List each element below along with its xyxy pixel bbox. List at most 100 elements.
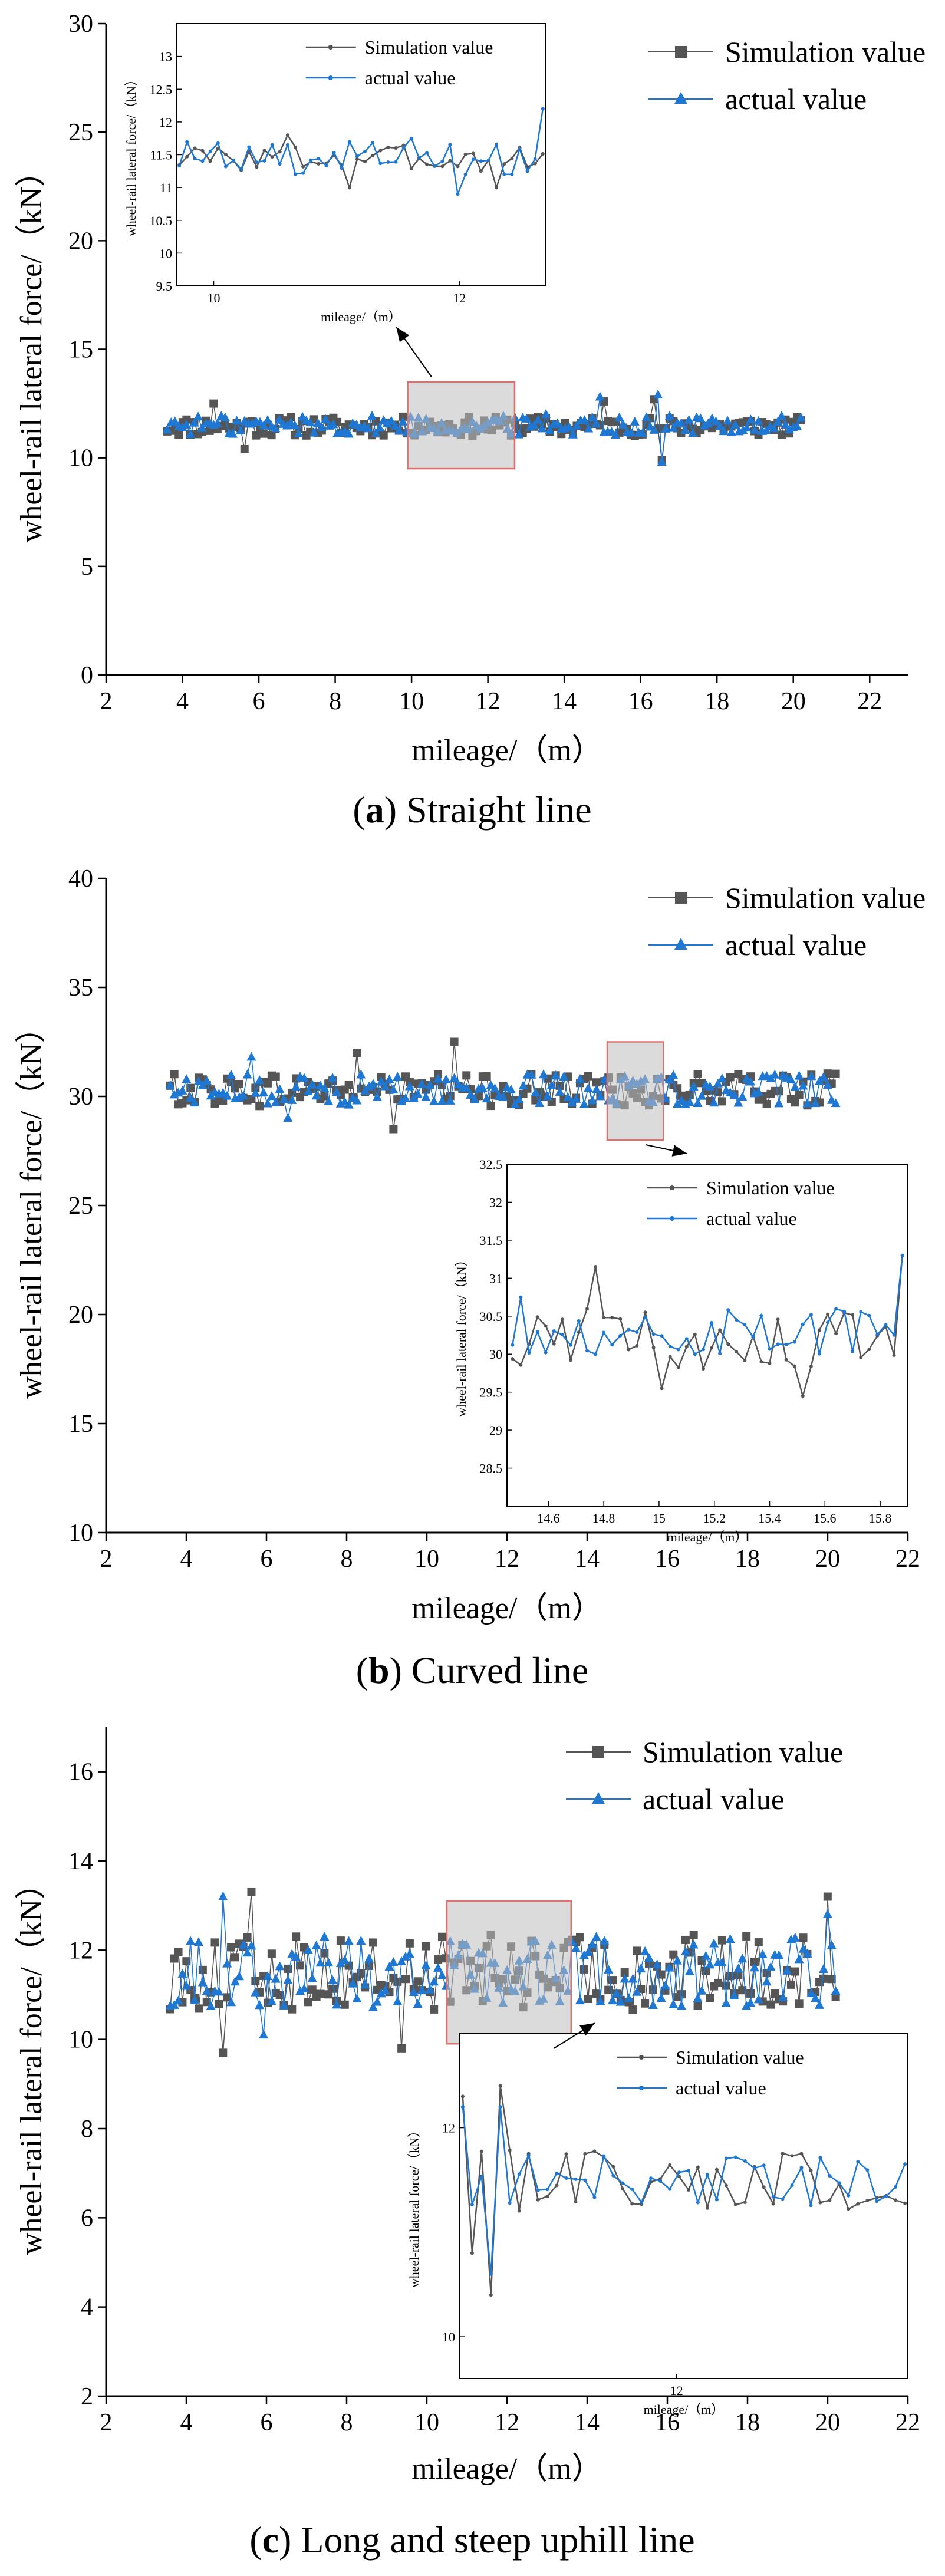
inset-data-point	[618, 1317, 623, 1321]
inset-data-point	[498, 2084, 502, 2088]
inset-y-tick-label: 30	[489, 1347, 502, 1362]
data-point	[174, 430, 183, 439]
data-point	[792, 421, 802, 430]
data-point	[372, 1092, 382, 1101]
data-point	[719, 426, 729, 435]
data-point	[279, 1094, 289, 1103]
data-point	[664, 1075, 674, 1084]
y-tick-label: 2	[81, 2383, 93, 2410]
inset-legend-label: actual value	[676, 2077, 766, 2099]
inset-data-point	[519, 1295, 523, 1299]
data-point	[227, 1943, 236, 1952]
x-tick-label: 8	[329, 688, 341, 715]
data-point	[271, 1097, 281, 1106]
data-point	[304, 1998, 312, 2007]
inset-x-tick-label: 14.8	[592, 1511, 615, 1526]
inset-data-point	[818, 2201, 822, 2205]
data-point	[726, 1073, 735, 1082]
inset-data-point	[611, 2165, 615, 2169]
data-point	[356, 1069, 366, 1079]
data-point	[397, 2044, 406, 2053]
data-point	[618, 419, 628, 429]
data-point	[786, 1074, 796, 1083]
inset-data-point	[378, 149, 383, 153]
inset-data-point	[867, 1348, 871, 1352]
data-point	[568, 429, 578, 439]
data-point	[202, 1075, 212, 1085]
x-axis-label: mileage/（m）	[411, 734, 602, 767]
data-point	[664, 410, 674, 420]
data-point	[202, 1986, 212, 1995]
inset-data-point	[859, 1355, 863, 1359]
inset-data-point	[651, 1332, 656, 1336]
inset-data-point	[541, 107, 545, 111]
inset-data-point	[705, 2206, 709, 2210]
inset-data-point	[535, 1315, 539, 1319]
data-point	[255, 1102, 264, 1111]
data-point	[401, 1975, 410, 1984]
zoom-box	[606, 1041, 664, 1141]
data-point	[818, 1964, 828, 1974]
inset-data-point	[696, 2165, 700, 2169]
inset-y-tick-label: 11	[160, 180, 172, 195]
data-point	[664, 1962, 674, 1972]
y-tick-label: 14	[68, 1848, 93, 1875]
data-point	[324, 1958, 334, 1967]
inset-x-tick-label: 15.2	[703, 1511, 726, 1526]
inset-x-tick-label: 10	[208, 291, 220, 305]
data-point	[430, 2005, 439, 2014]
inset-data-point	[394, 160, 398, 164]
data-point	[282, 420, 292, 430]
x-axis-label: mileage/（m）	[411, 2452, 602, 2486]
data-point	[296, 1961, 305, 1970]
inset-data-point	[894, 2198, 898, 2202]
inset-data-point	[510, 156, 514, 160]
inset-data-point	[185, 154, 189, 159]
inset-data-point	[355, 157, 359, 161]
inset-x-axis-label: mileage/（m）	[644, 2402, 725, 2417]
data-point	[321, 414, 331, 423]
data-point	[831, 1992, 840, 2001]
data-point	[222, 1958, 232, 1968]
data-point	[726, 427, 736, 436]
data-point	[649, 424, 659, 434]
inset-data-point	[564, 2152, 568, 2156]
inset-data-point	[592, 2195, 597, 2199]
data-point	[637, 428, 647, 437]
data-point	[676, 418, 686, 427]
data-point	[380, 1985, 390, 1995]
inset-data-point	[564, 2176, 568, 2180]
data-point	[620, 1974, 630, 1983]
inset-data-point	[309, 158, 313, 162]
inset-data-point	[568, 1358, 572, 1362]
data-point	[703, 418, 713, 427]
data-point	[275, 1991, 284, 1999]
y-tick-label: 8	[81, 2116, 93, 2143]
inset-data-point	[834, 1307, 838, 1311]
data-point	[697, 1985, 707, 1995]
inset-data-point	[894, 2185, 898, 2189]
data-point	[251, 1987, 261, 1997]
data-point	[283, 1975, 293, 1984]
inset-data-point	[643, 1310, 647, 1315]
data-point	[352, 1095, 362, 1105]
data-point	[218, 1891, 228, 1900]
data-point	[170, 1954, 179, 1963]
data-point	[437, 1095, 447, 1105]
inset-data-point	[583, 2178, 587, 2182]
data-point	[693, 2001, 702, 2010]
x-tick-label: 20	[815, 2409, 840, 2436]
inset-data-point	[527, 1351, 531, 1355]
inset-y-axis-label: wheel-rail lateral force/（kN）	[454, 1253, 469, 1417]
inset-data-point	[768, 1361, 772, 1365]
data-point	[506, 1084, 516, 1093]
data-point	[220, 412, 230, 421]
inset-data-point	[867, 1313, 871, 1317]
data-point	[633, 1946, 641, 1955]
inset-y-tick-label: 12	[442, 2121, 455, 2136]
data-point	[781, 419, 791, 429]
data-point	[404, 1949, 414, 1958]
inset-data-point	[809, 2169, 813, 2172]
x-tick-label: 10	[414, 1546, 439, 1573]
